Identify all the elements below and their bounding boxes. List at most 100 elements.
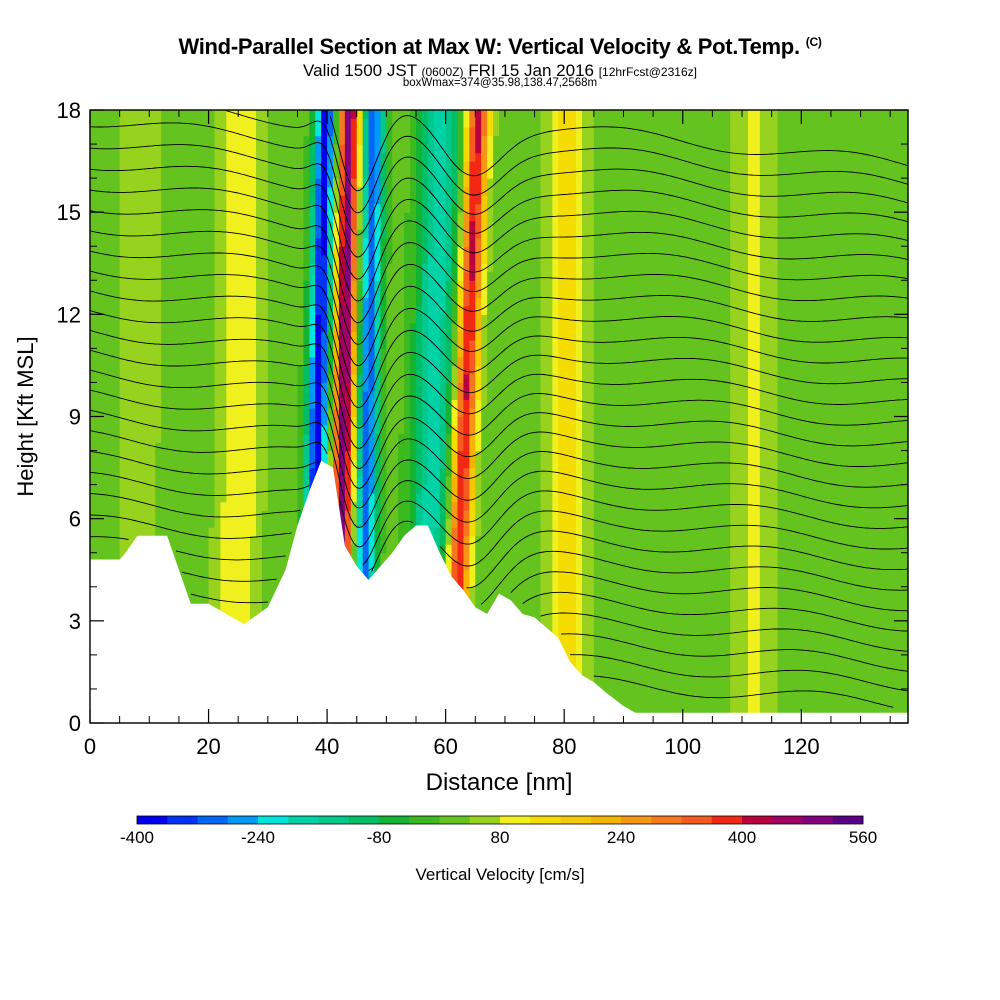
velocity-cell: [131, 178, 139, 188]
velocity-cell: [261, 501, 269, 511]
velocity-cell: [410, 271, 417, 281]
velocity-cell: [481, 297, 488, 307]
velocity-cell: [250, 416, 257, 426]
velocity-cell: [421, 127, 429, 137]
velocity-cell: [451, 442, 459, 452]
velocity-cell: [368, 493, 376, 503]
velocity-cell: [416, 348, 423, 358]
velocity-cell: [261, 203, 269, 213]
velocity-cell: [172, 110, 180, 120]
velocity-cell: [291, 348, 299, 358]
velocity-cell: [362, 450, 370, 460]
velocity-cell: [261, 527, 269, 537]
velocity-cell: [137, 390, 144, 401]
velocity-cell: [190, 433, 198, 443]
velocity-cell: [416, 450, 423, 460]
velocity-cell: [445, 135, 453, 145]
velocity-cell: [113, 305, 121, 315]
velocity-cell: [368, 535, 376, 545]
velocity-cell: [333, 305, 340, 315]
velocity-cell: [368, 484, 376, 494]
velocity-cell: [190, 203, 198, 213]
velocity-cell: [445, 331, 453, 341]
velocity-cell: [451, 212, 459, 222]
velocity-cell: [196, 450, 204, 460]
velocity-cell: [244, 373, 251, 384]
velocity-cell: [190, 212, 198, 222]
velocity-cell: [279, 518, 287, 528]
velocity-cell: [232, 186, 239, 196]
velocity-cell: [315, 178, 322, 188]
velocity-cell: [309, 442, 316, 452]
velocity-cell: [101, 203, 109, 213]
velocity-cell: [131, 280, 139, 290]
velocity-cell: [244, 237, 251, 247]
velocity-cell: [427, 110, 435, 120]
velocity-cell: [131, 501, 139, 511]
velocity-cell: [392, 127, 399, 137]
velocity-cell: [416, 425, 423, 435]
velocity-cell: [338, 169, 346, 179]
velocity-cell: [333, 186, 340, 196]
velocity-cell: [208, 348, 216, 358]
velocity-cell: [202, 152, 210, 162]
velocity-cell: [386, 544, 393, 554]
velocity-cell: [208, 212, 216, 222]
velocity-cell: [125, 127, 133, 137]
velocity-cell: [208, 246, 216, 256]
velocity-cell: [303, 382, 310, 392]
velocity-cell: [380, 127, 387, 137]
velocity-cell: [125, 288, 133, 298]
velocity-cell: [178, 135, 186, 145]
velocity-cell: [457, 178, 465, 188]
velocity-cell: [232, 390, 239, 401]
velocity-cell: [481, 169, 488, 179]
velocity-cell: [214, 373, 222, 384]
velocity-cell: [273, 254, 281, 264]
velocity-cell: [451, 297, 459, 307]
velocity-cell: [398, 518, 405, 528]
velocity-cell: [190, 178, 198, 188]
velocity-cell: [190, 314, 198, 324]
velocity-cell: [196, 127, 204, 137]
velocity-cell: [297, 476, 304, 486]
velocity-cell: [190, 254, 198, 264]
velocity-cell: [167, 135, 174, 145]
velocity-cell: [273, 118, 281, 128]
velocity-cell: [238, 493, 245, 503]
velocity-cell: [208, 510, 216, 520]
velocity-cell: [190, 280, 198, 290]
velocity-cell: [321, 416, 328, 426]
velocity-cell: [404, 246, 411, 256]
velocity-cell: [457, 373, 465, 384]
velocity-cell: [167, 254, 174, 264]
velocity-cell: [267, 169, 275, 179]
velocity-cell: [178, 416, 186, 426]
velocity-cell: [214, 356, 222, 367]
velocity-cell: [214, 161, 222, 171]
velocity-cell: [362, 305, 370, 315]
velocity-cell: [232, 578, 239, 588]
velocity-cell: [333, 425, 340, 435]
velocity-cell: [161, 459, 168, 469]
velocity-cell: [196, 305, 204, 315]
velocity-cell: [131, 127, 139, 137]
velocity-cell: [190, 118, 198, 128]
velocity-cell: [487, 365, 494, 375]
velocity-cell: [481, 416, 488, 426]
velocity-cell: [143, 348, 150, 358]
velocity-cell: [107, 518, 115, 528]
velocity-cell: [421, 195, 429, 205]
velocity-cell: [244, 433, 251, 443]
velocity-cell: [196, 237, 204, 247]
velocity-cell: [196, 390, 204, 401]
velocity-cell: [137, 399, 144, 409]
velocity-cell: [291, 246, 299, 256]
velocity-cell: [475, 416, 482, 426]
velocity-cell: [232, 178, 239, 188]
velocity-cell: [167, 212, 174, 222]
velocity-cell: [463, 254, 470, 264]
velocity-cell: [350, 314, 358, 324]
velocity-cell: [250, 561, 257, 571]
velocity-cell: [333, 212, 340, 222]
